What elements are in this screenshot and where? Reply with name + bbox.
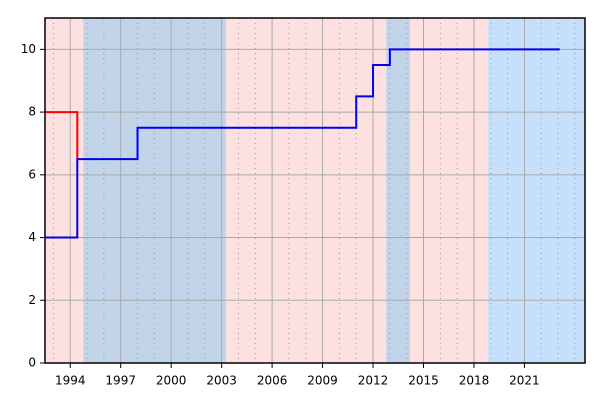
x-tick-label: 2018	[459, 374, 490, 388]
x-tick-label: 2006	[257, 374, 288, 388]
background-band	[226, 18, 387, 363]
x-tick-label: 2012	[358, 374, 389, 388]
x-tick-label: 1994	[55, 374, 86, 388]
x-tick-label: 2000	[156, 374, 187, 388]
y-tick-label: 10	[21, 42, 36, 56]
x-tick-label: 2009	[307, 374, 338, 388]
y-tick-label: 6	[28, 167, 36, 181]
y-tick-label: 4	[28, 230, 36, 244]
x-tick-label: 2015	[408, 374, 439, 388]
y-tick-label: 8	[28, 105, 36, 119]
x-tick-label: 2003	[206, 374, 237, 388]
y-tick-label: 2	[28, 293, 36, 307]
background-band	[410, 18, 489, 363]
background-band	[83, 18, 227, 363]
step-line	[45, 111, 79, 160]
background-band	[488, 18, 585, 363]
x-tick-label: 2021	[509, 374, 540, 388]
y-tick-label: 0	[28, 356, 36, 370]
background-band	[386, 18, 411, 363]
x-tick-label: 1997	[105, 374, 136, 388]
plot-frame	[44, 17, 586, 364]
step-line	[45, 48, 560, 239]
